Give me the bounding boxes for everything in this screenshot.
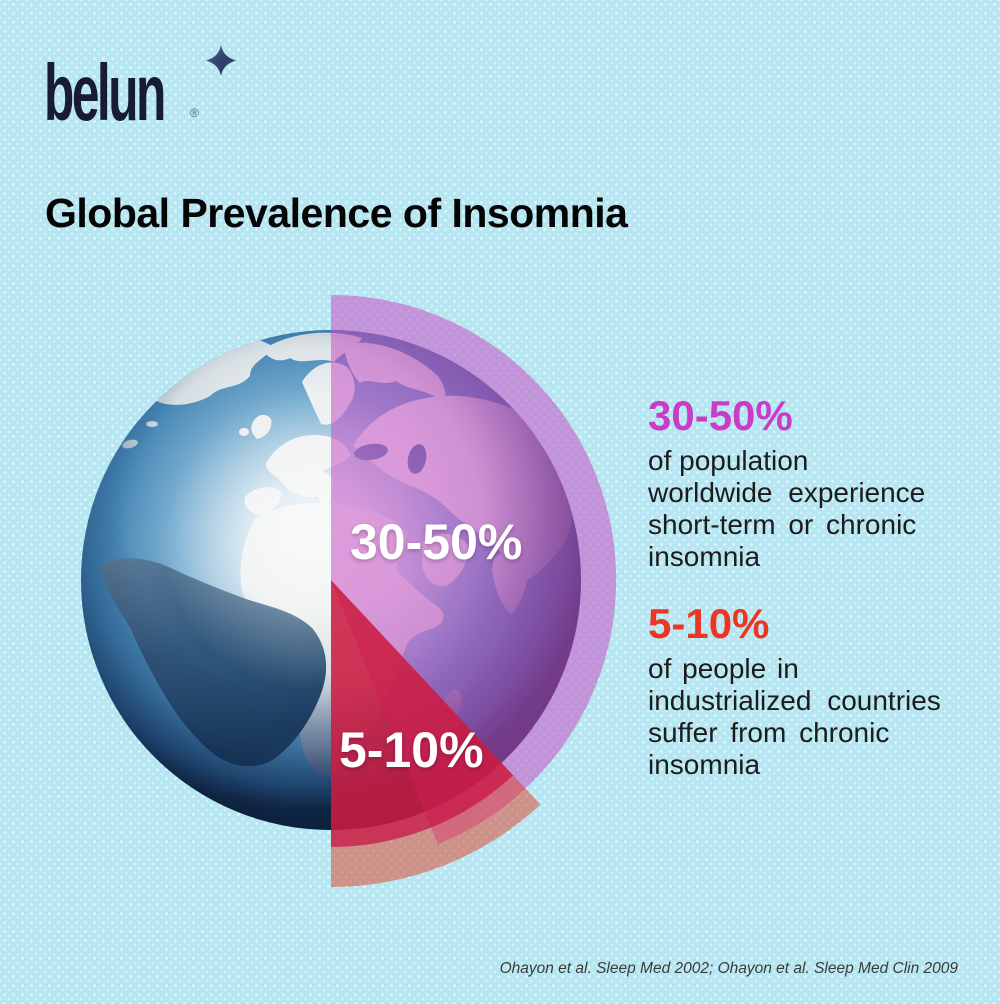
callout-line: suffer from chronic — [648, 717, 890, 749]
callout-line: of population — [648, 445, 809, 477]
pie-slice-minor-5-10 — [331, 580, 514, 847]
slice-label-major: 30-50% — [350, 514, 523, 570]
sparkle-icon — [206, 45, 236, 76]
callout-line: insomnia — [648, 749, 761, 781]
callout-line: short-term or chronic — [648, 509, 917, 541]
page-title: Global Prevalence of Insomnia — [45, 190, 628, 236]
registered-trademark-mark: ® — [190, 106, 199, 120]
callout-line: industrialized countries — [648, 685, 941, 717]
callout-major: 30-50% of population worldwide experienc… — [648, 392, 958, 573]
callout-minor: 5-10% of people in industrialized countr… — [648, 600, 958, 781]
callout-line: of people in — [648, 653, 799, 685]
callout-line: insomnia — [648, 541, 761, 573]
callout-major-value: 30-50% — [648, 392, 793, 439]
callout-minor-value: 5-10% — [648, 600, 770, 647]
belun-logo-text: belun — [44, 48, 166, 137]
slice-label-minor: 5-10% — [339, 722, 484, 778]
callout-line: worldwide experience — [648, 477, 926, 509]
citation: Ohayon et al. Sleep Med 2002; Ohayon et … — [499, 960, 958, 977]
